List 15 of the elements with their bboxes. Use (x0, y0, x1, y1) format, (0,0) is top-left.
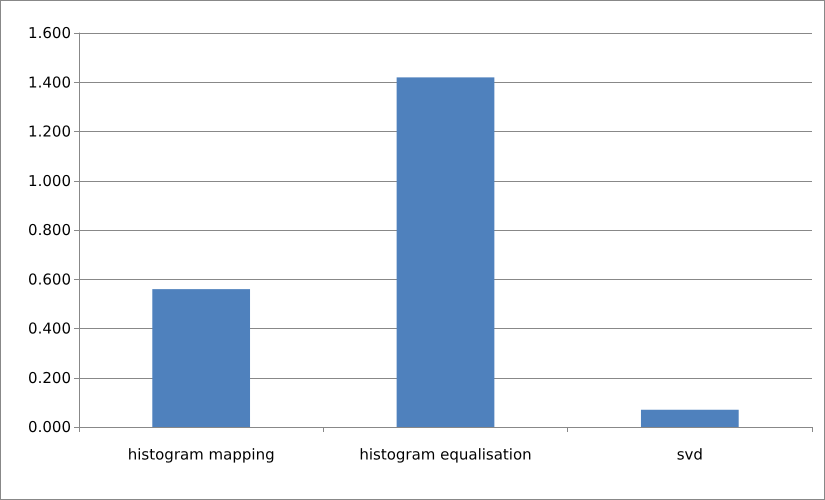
y-tick-label: 1.600 (28, 24, 71, 42)
y-tick-label: 0.400 (28, 320, 71, 338)
y-tick-label: 0.600 (28, 270, 71, 288)
x-tick-label: histogram equalisation (359, 446, 532, 464)
x-tick-label: histogram mapping (128, 446, 275, 464)
bar (396, 77, 494, 427)
bar (640, 410, 739, 427)
y-tick-label: 1.000 (28, 172, 71, 190)
bar (152, 289, 250, 427)
x-tick-label: svd (676, 446, 703, 464)
y-tick-label: 1.400 (28, 73, 71, 92)
y-tick-label: 0.800 (28, 221, 71, 239)
y-tick-label: 0.200 (28, 368, 71, 387)
y-tick-label: 0.000 (28, 418, 71, 436)
y-tick-label: 1.200 (28, 122, 71, 140)
